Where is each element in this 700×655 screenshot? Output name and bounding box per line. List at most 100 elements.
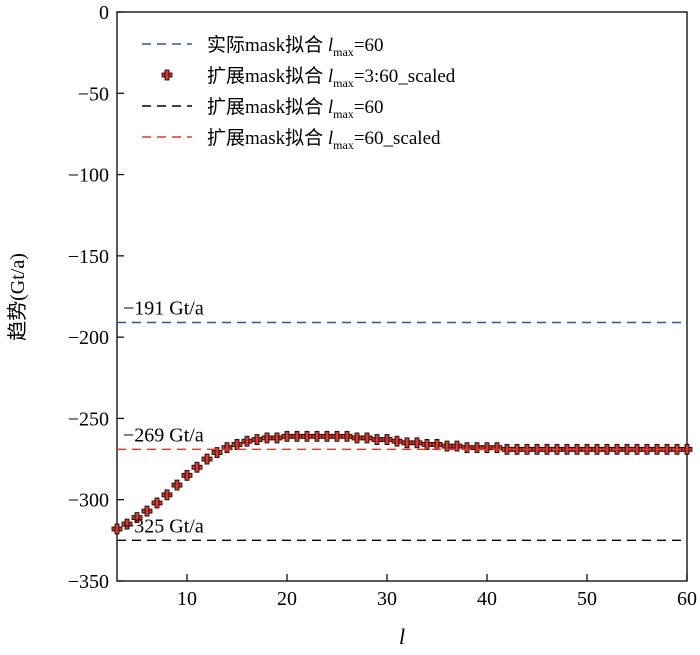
legend-swatch-1 <box>161 69 173 81</box>
legend-item-1: 扩展mask拟合 lmax=3:60_scaled <box>161 65 456 90</box>
y-tick-label-150: −150 <box>68 246 109 268</box>
y-tick-label-250: −250 <box>68 408 109 430</box>
annotation-0: −191 Gt/a <box>123 298 204 320</box>
y-tick-label-50: −50 <box>78 83 109 105</box>
legend-label-0: 实际mask拟合 lmax=60 <box>207 34 384 59</box>
series-1-point-32-v <box>404 437 410 449</box>
legend-label-2: 扩展mask拟合 lmax=60 <box>207 96 384 121</box>
series-1-point-13 <box>211 447 223 458</box>
series-1-point-8-v <box>164 489 170 501</box>
series-1-point-7-v <box>154 497 160 509</box>
series-1-point-12-v <box>204 453 210 465</box>
series-1-point-10 <box>181 469 193 481</box>
annotation-2: −325 Gt/a <box>123 515 204 537</box>
series-1-point-29 <box>371 434 383 445</box>
series-1-point-8 <box>161 489 173 501</box>
series-1-point-25-v <box>334 430 340 442</box>
axis-layer: 10 20 30 40 50 60 0 −50 −100 −150 −200 −250 −300 −350 <box>68 2 697 610</box>
x-tick-label-10: 10 <box>177 588 197 610</box>
x-axis-label: l <box>399 624 405 649</box>
series-1-point-22 <box>301 430 313 442</box>
series-1-point-17-v <box>254 434 260 445</box>
series-1-point-7 <box>151 497 163 509</box>
y-tick-label-100: −100 <box>68 165 109 187</box>
series-1-point-27 <box>351 432 363 444</box>
series-1-point-9-v <box>174 479 180 491</box>
series-1-point-24-v <box>324 430 330 442</box>
legend-label-3: 扩展mask拟合 lmax=60_scaled <box>207 127 441 152</box>
series-1-point-24 <box>321 430 333 442</box>
series-1-point-16-v <box>244 435 250 447</box>
x-tick-label-20: 20 <box>277 588 297 610</box>
y-tick-label-350: −350 <box>68 571 109 593</box>
x-tick-label-60: 60 <box>677 588 697 610</box>
series-1-point-23 <box>311 430 323 442</box>
series-1-point-41 <box>491 442 503 454</box>
series-1-point-60 <box>681 443 693 455</box>
series-1-point-22-v <box>304 430 310 442</box>
series-1-point-11 <box>191 461 203 473</box>
series-1-point-18 <box>261 432 273 444</box>
series-1-point-4-v <box>124 518 130 530</box>
series-1-point-16 <box>241 435 253 447</box>
legend-item-2: 扩展mask拟合 lmax=60 <box>142 96 384 121</box>
series-1-point-5-v <box>134 512 140 523</box>
series-1-point-15-v <box>234 439 240 450</box>
series-1-point-13-v <box>214 447 220 458</box>
series-1-point-40-v <box>484 442 490 454</box>
series-1-point-60-v <box>684 443 690 455</box>
series-1-point-19 <box>271 432 283 444</box>
series-1-point-14 <box>221 442 233 454</box>
annotation-layer: −191 Gt/a −269 Gt/a −325 Gt/a <box>123 298 204 538</box>
series-1-point-39 <box>471 442 483 454</box>
series-1-point-12 <box>201 453 213 465</box>
series-1-point-29-v <box>374 434 380 445</box>
series-1-point-41-v <box>494 442 500 454</box>
series-layer <box>111 321 693 542</box>
series-1-point-31 <box>391 435 403 447</box>
annotation-1: −269 Gt/a <box>123 424 204 446</box>
x-tick-label-30: 30 <box>377 588 397 610</box>
y-tick-label-300: −300 <box>68 490 109 512</box>
series-1-point-33-v <box>414 437 420 449</box>
series-1-point-27-v <box>354 432 360 444</box>
series-1-point-26 <box>341 430 353 442</box>
series-1-point-6 <box>141 505 153 517</box>
x-tick-label-50: 50 <box>577 588 597 610</box>
series-1-point-38 <box>461 442 473 454</box>
series-1-point-21 <box>291 430 303 442</box>
series-1-point-35 <box>431 439 443 450</box>
legend: 实际mask拟合 lmax=60 扩展mask拟合 lmax=3:60_scale… <box>142 34 456 152</box>
series-1-point-30 <box>381 434 393 445</box>
series-1-point-31-v <box>394 435 400 447</box>
legend-swatch-1-v <box>164 69 170 81</box>
legend-label-1: 扩展mask拟合 lmax=3:60_scaled <box>207 65 456 90</box>
series-1-point-18-v <box>264 432 270 444</box>
series-1-point-9 <box>171 479 183 491</box>
series-1-point-5 <box>131 512 143 523</box>
series-1-point-20-v <box>284 430 290 442</box>
series-1-point-28 <box>361 432 373 444</box>
y-tick-label-200: −200 <box>68 327 109 349</box>
series-1-point-14-v <box>224 442 230 454</box>
legend-item-3: 扩展mask拟合 lmax=60_scaled <box>142 127 441 152</box>
series-1-point-28-v <box>364 432 370 444</box>
series-1-point-33 <box>411 437 423 449</box>
plot-frame <box>116 11 688 582</box>
series-1-point-36-v <box>444 440 450 452</box>
series-1-point-34-v <box>424 439 430 450</box>
y-axis-label: 趋势(Gt/a) <box>6 253 29 341</box>
series-1-point-11-v <box>194 461 200 473</box>
series-1-point-26-v <box>344 430 350 442</box>
series-1-point-6-v <box>144 505 150 517</box>
x-tick-label-40: 40 <box>477 588 497 610</box>
y-tick-label-0: 0 <box>99 2 109 24</box>
series-1-point-19-v <box>274 432 280 444</box>
series-1-point-35-v <box>434 439 440 450</box>
series-1-point-30-v <box>384 434 390 445</box>
series-1-point-25 <box>331 430 343 442</box>
legend-item-0: 实际mask拟合 lmax=60 <box>142 34 384 59</box>
series-1-point-37-v <box>454 440 460 452</box>
series-1-point-3-v <box>114 523 120 535</box>
